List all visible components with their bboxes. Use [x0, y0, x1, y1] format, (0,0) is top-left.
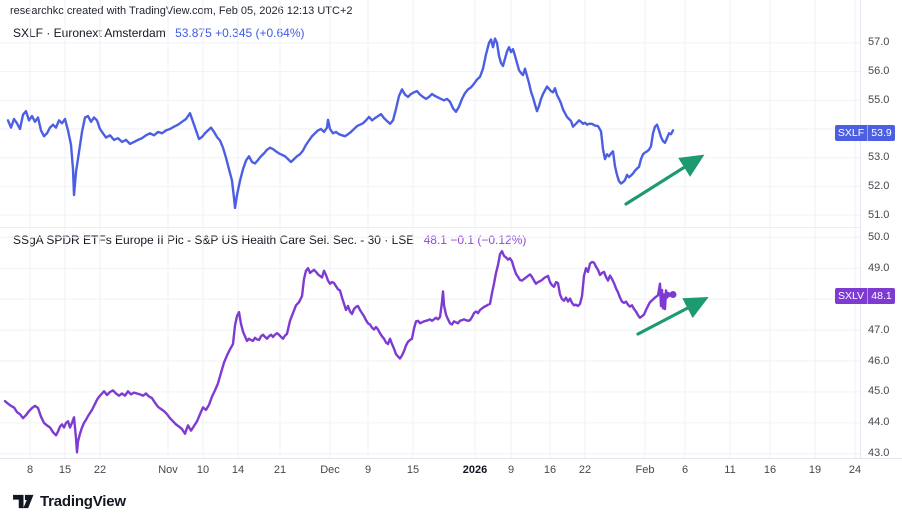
time-tick-label: 9	[364, 464, 372, 476]
brand-name: TradingView	[40, 492, 126, 510]
legend-sxlv-last: 48.1	[423, 233, 447, 247]
price-tick-label: 57.0	[868, 36, 890, 48]
time-tick-label: 9	[507, 464, 515, 476]
sxlf-price-badge[interactable]: SXLF 53.9	[835, 125, 895, 141]
time-tick-label: Nov	[158, 464, 178, 476]
time-tick-label: 22	[578, 464, 592, 476]
time-tick-label: 10	[196, 464, 210, 476]
chart-plot-area[interactable]	[0, 0, 860, 458]
price-tick-label: 53.0	[868, 151, 890, 163]
legend-sxlf-title: SXLF · Euronext Amsterdam	[13, 26, 166, 40]
price-tick-label: 46.0	[868, 355, 890, 367]
price-tick-label: 51.0	[868, 209, 890, 221]
price-tick-label: 55.0	[868, 94, 890, 106]
time-tick-label: Feb	[635, 464, 655, 476]
legend-sxlf[interactable]: SXLF · Euronext Amsterdam 53.875 +0.345 …	[13, 26, 305, 40]
badge-symbol: SXLF	[837, 127, 865, 139]
sxlf-line-series[interactable]	[6, 37, 675, 210]
time-axis[interactable]: 8 15 22 Nov 10 14 21 Dec 9 15 2026 9 16 22 Feb 6 11 16 19 2…	[0, 458, 902, 485]
time-tick-label: 19	[808, 464, 822, 476]
price-tick-label: 49.0	[868, 262, 890, 274]
time-tick-label: 6	[681, 464, 689, 476]
legend-sxlv-title: SSgA SPDR ETFs Europe II Plc - S&P US He…	[13, 233, 415, 247]
sxlv-price-badge[interactable]: SXLV 48.1	[835, 288, 895, 304]
badge-price: 53.9	[871, 127, 892, 139]
legend-sxlv[interactable]: SSgA SPDR ETFs Europe II Plc - S&P US He…	[13, 233, 526, 247]
price-tick-label: 44.0	[868, 416, 890, 428]
trend-arrow[interactable]	[636, 297, 709, 336]
time-tick-label: 24	[848, 464, 862, 476]
footer: TradingView	[0, 484, 902, 518]
price-tick-label: 43.0	[868, 447, 890, 459]
price-tick-label: 50.0	[868, 231, 890, 243]
time-tick-label: 22	[93, 464, 107, 476]
price-tick-label: 47.0	[868, 324, 890, 336]
sxlv-line-series[interactable]	[3, 249, 675, 454]
time-tick-label: 16	[763, 464, 777, 476]
time-tick-label: 8	[26, 464, 34, 476]
sxlv-last-point-dot	[669, 291, 677, 298]
attribution-text: researchkc created with TradingView.com,…	[10, 5, 353, 17]
time-tick-label: 15	[406, 464, 420, 476]
time-tick-label: 16	[543, 464, 557, 476]
time-tick-label: Dec	[320, 464, 340, 476]
tradingview-logo-icon	[13, 492, 34, 511]
time-tick-label: 11	[724, 464, 736, 476]
time-tick-label: 15	[58, 464, 72, 476]
time-tick-label: 2026	[462, 464, 488, 476]
time-tick-label: 21	[273, 464, 287, 476]
price-tick-label: 56.0	[868, 65, 890, 77]
price-tick-label: 52.0	[868, 180, 890, 192]
price-axis[interactable]: 57.0 56.0 55.0 53.0 52.0 51.0 50.0 49.0 47.0 46.0…	[860, 0, 902, 459]
time-tick-label: 14	[231, 464, 245, 476]
trend-arrow[interactable]	[624, 154, 705, 206]
price-tick-label: 45.0	[868, 385, 890, 397]
badge-price: 48.1	[871, 290, 892, 302]
badge-symbol: SXLV	[837, 290, 865, 302]
legend-sxlf-change: +0.345 (+0.64%)	[215, 26, 305, 40]
legend-sxlv-change: −0.1 (−0.12%)	[450, 233, 527, 247]
